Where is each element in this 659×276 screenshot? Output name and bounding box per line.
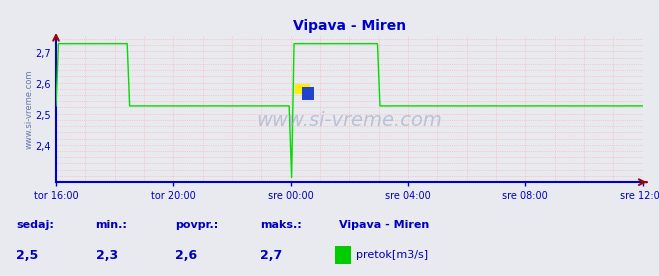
Text: Vipava - Miren: Vipava - Miren — [339, 220, 430, 230]
Y-axis label: www.si-vreme.com: www.si-vreme.com — [25, 69, 34, 149]
FancyBboxPatch shape — [302, 87, 314, 100]
Text: 2,6: 2,6 — [175, 250, 197, 262]
Text: maks.:: maks.: — [260, 220, 302, 230]
Text: 2,5: 2,5 — [16, 250, 39, 262]
Text: sedaj:: sedaj: — [16, 220, 54, 230]
Text: 2,7: 2,7 — [260, 250, 283, 262]
Text: pretok[m3/s]: pretok[m3/s] — [356, 250, 428, 260]
Text: 2,3: 2,3 — [96, 250, 118, 262]
Title: Vipava - Miren: Vipava - Miren — [293, 19, 406, 33]
Text: povpr.:: povpr.: — [175, 220, 218, 230]
Text: www.si-vreme.com: www.si-vreme.com — [256, 111, 442, 130]
FancyBboxPatch shape — [295, 84, 310, 94]
Text: min.:: min.: — [96, 220, 127, 230]
